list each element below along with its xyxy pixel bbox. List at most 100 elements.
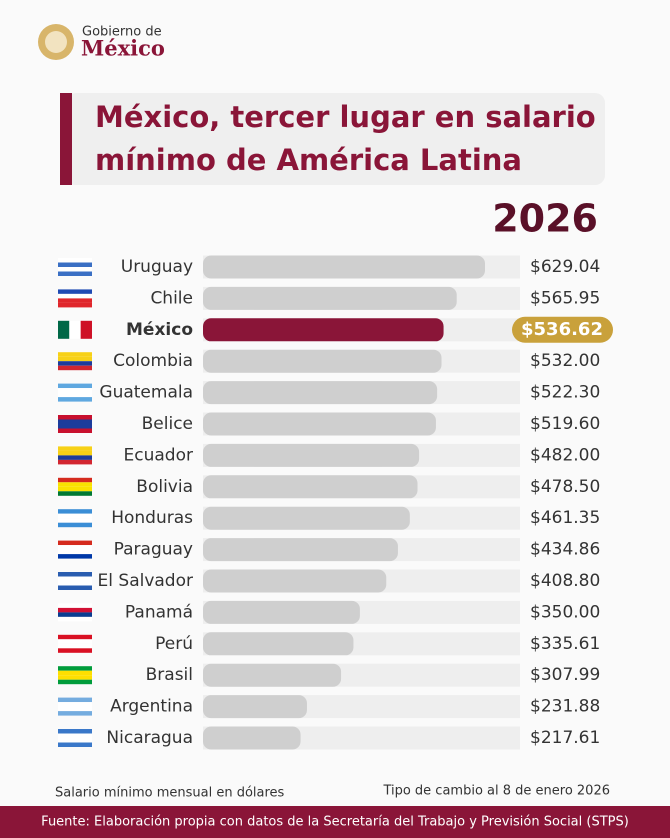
flag [58, 742, 92, 747]
category-label: Perú [155, 634, 193, 654]
category-label: Nicaragua [106, 728, 193, 748]
bars: Uruguay $629.04 Chile $565.95 México $536.62 C… [58, 255, 613, 750]
flag [58, 271, 92, 276]
bar [203, 600, 360, 624]
flag [58, 616, 92, 622]
flag [58, 733, 92, 738]
category-label: Colombia [113, 351, 193, 371]
flag [58, 554, 92, 559]
flag [58, 679, 92, 685]
note: Tipo de cambio al 8 de enero 2026 [382, 784, 610, 799]
bar [203, 663, 342, 687]
flag [58, 415, 92, 420]
year: 2026 [492, 197, 598, 241]
bar [203, 443, 420, 467]
bar [203, 569, 387, 593]
bar [203, 349, 442, 373]
flag [58, 581, 92, 586]
flag [58, 576, 92, 581]
value-label-bg [512, 316, 613, 343]
flag [58, 607, 92, 613]
flag [58, 267, 92, 272]
value-label: $408.80 [530, 571, 600, 591]
bar [203, 412, 436, 436]
category-label: El Salvador [98, 571, 193, 591]
flag [58, 518, 92, 523]
logo-emblem-inner [45, 31, 67, 53]
org-line2: México [81, 36, 165, 61]
flag [58, 392, 92, 398]
flag [58, 702, 92, 707]
title-accent [60, 93, 72, 185]
flag [80, 320, 92, 339]
flag [58, 545, 92, 550]
value-label: $434.86 [530, 540, 600, 560]
flag [58, 356, 92, 362]
flag [69, 320, 81, 339]
bar [203, 632, 354, 656]
bar [203, 695, 307, 719]
flag [58, 383, 92, 389]
flag [58, 706, 92, 712]
flag [58, 482, 92, 487]
value-label: $565.95 [530, 288, 600, 308]
flag [58, 738, 92, 743]
category-label: Paraguay [114, 540, 193, 560]
flag [58, 675, 92, 680]
bar [203, 381, 438, 405]
footer-band [0, 806, 670, 838]
bar [203, 286, 457, 310]
source: Fuente: Elaboración propia con datos de … [41, 815, 629, 830]
note: Salario mínimo mensual en dólares [55, 786, 285, 801]
title-box [66, 93, 605, 185]
flag [58, 509, 92, 514]
category-label: Brasil [146, 665, 193, 685]
flag [58, 486, 92, 492]
flag [58, 634, 92, 640]
flag [58, 361, 92, 366]
flag [58, 648, 92, 653]
flag [58, 540, 92, 546]
flag [58, 522, 92, 528]
flag [58, 424, 92, 429]
flag [58, 258, 92, 263]
bar [203, 506, 410, 530]
flag [58, 352, 92, 357]
bar [203, 318, 444, 342]
bar [203, 255, 485, 279]
value-label: $461.35 [530, 508, 600, 528]
flag [58, 697, 92, 703]
value-label: $335.61 [530, 634, 600, 654]
category-label: Ecuador [124, 445, 193, 465]
category-label: México [126, 320, 193, 340]
category-label: Argentina [110, 697, 193, 717]
flag [58, 302, 92, 308]
category-label: Chile [150, 288, 193, 308]
flag [58, 428, 92, 433]
flag [58, 572, 92, 577]
flag [58, 293, 92, 299]
value-label: $231.88 [530, 697, 600, 717]
flag [58, 365, 92, 371]
flag [58, 639, 92, 644]
flag [58, 298, 92, 303]
flag [58, 289, 92, 294]
flag [58, 320, 70, 339]
bar [203, 475, 418, 499]
flag [58, 643, 92, 649]
flag [58, 603, 92, 608]
flag [58, 455, 92, 460]
value-label: $307.99 [530, 665, 600, 685]
value-label: $532.00 [530, 351, 600, 371]
flag [58, 419, 92, 424]
flag [58, 585, 92, 590]
category-label: Uruguay [121, 257, 193, 277]
flag [58, 549, 92, 555]
value-label: $217.61 [530, 728, 600, 748]
value-label: $350.00 [530, 602, 600, 622]
category-label: Bolivia [136, 477, 193, 497]
chart-title: México, tercer lugar en salario [95, 100, 596, 134]
chart-title: mínimo de América Latina [95, 143, 522, 177]
flag [58, 612, 92, 617]
